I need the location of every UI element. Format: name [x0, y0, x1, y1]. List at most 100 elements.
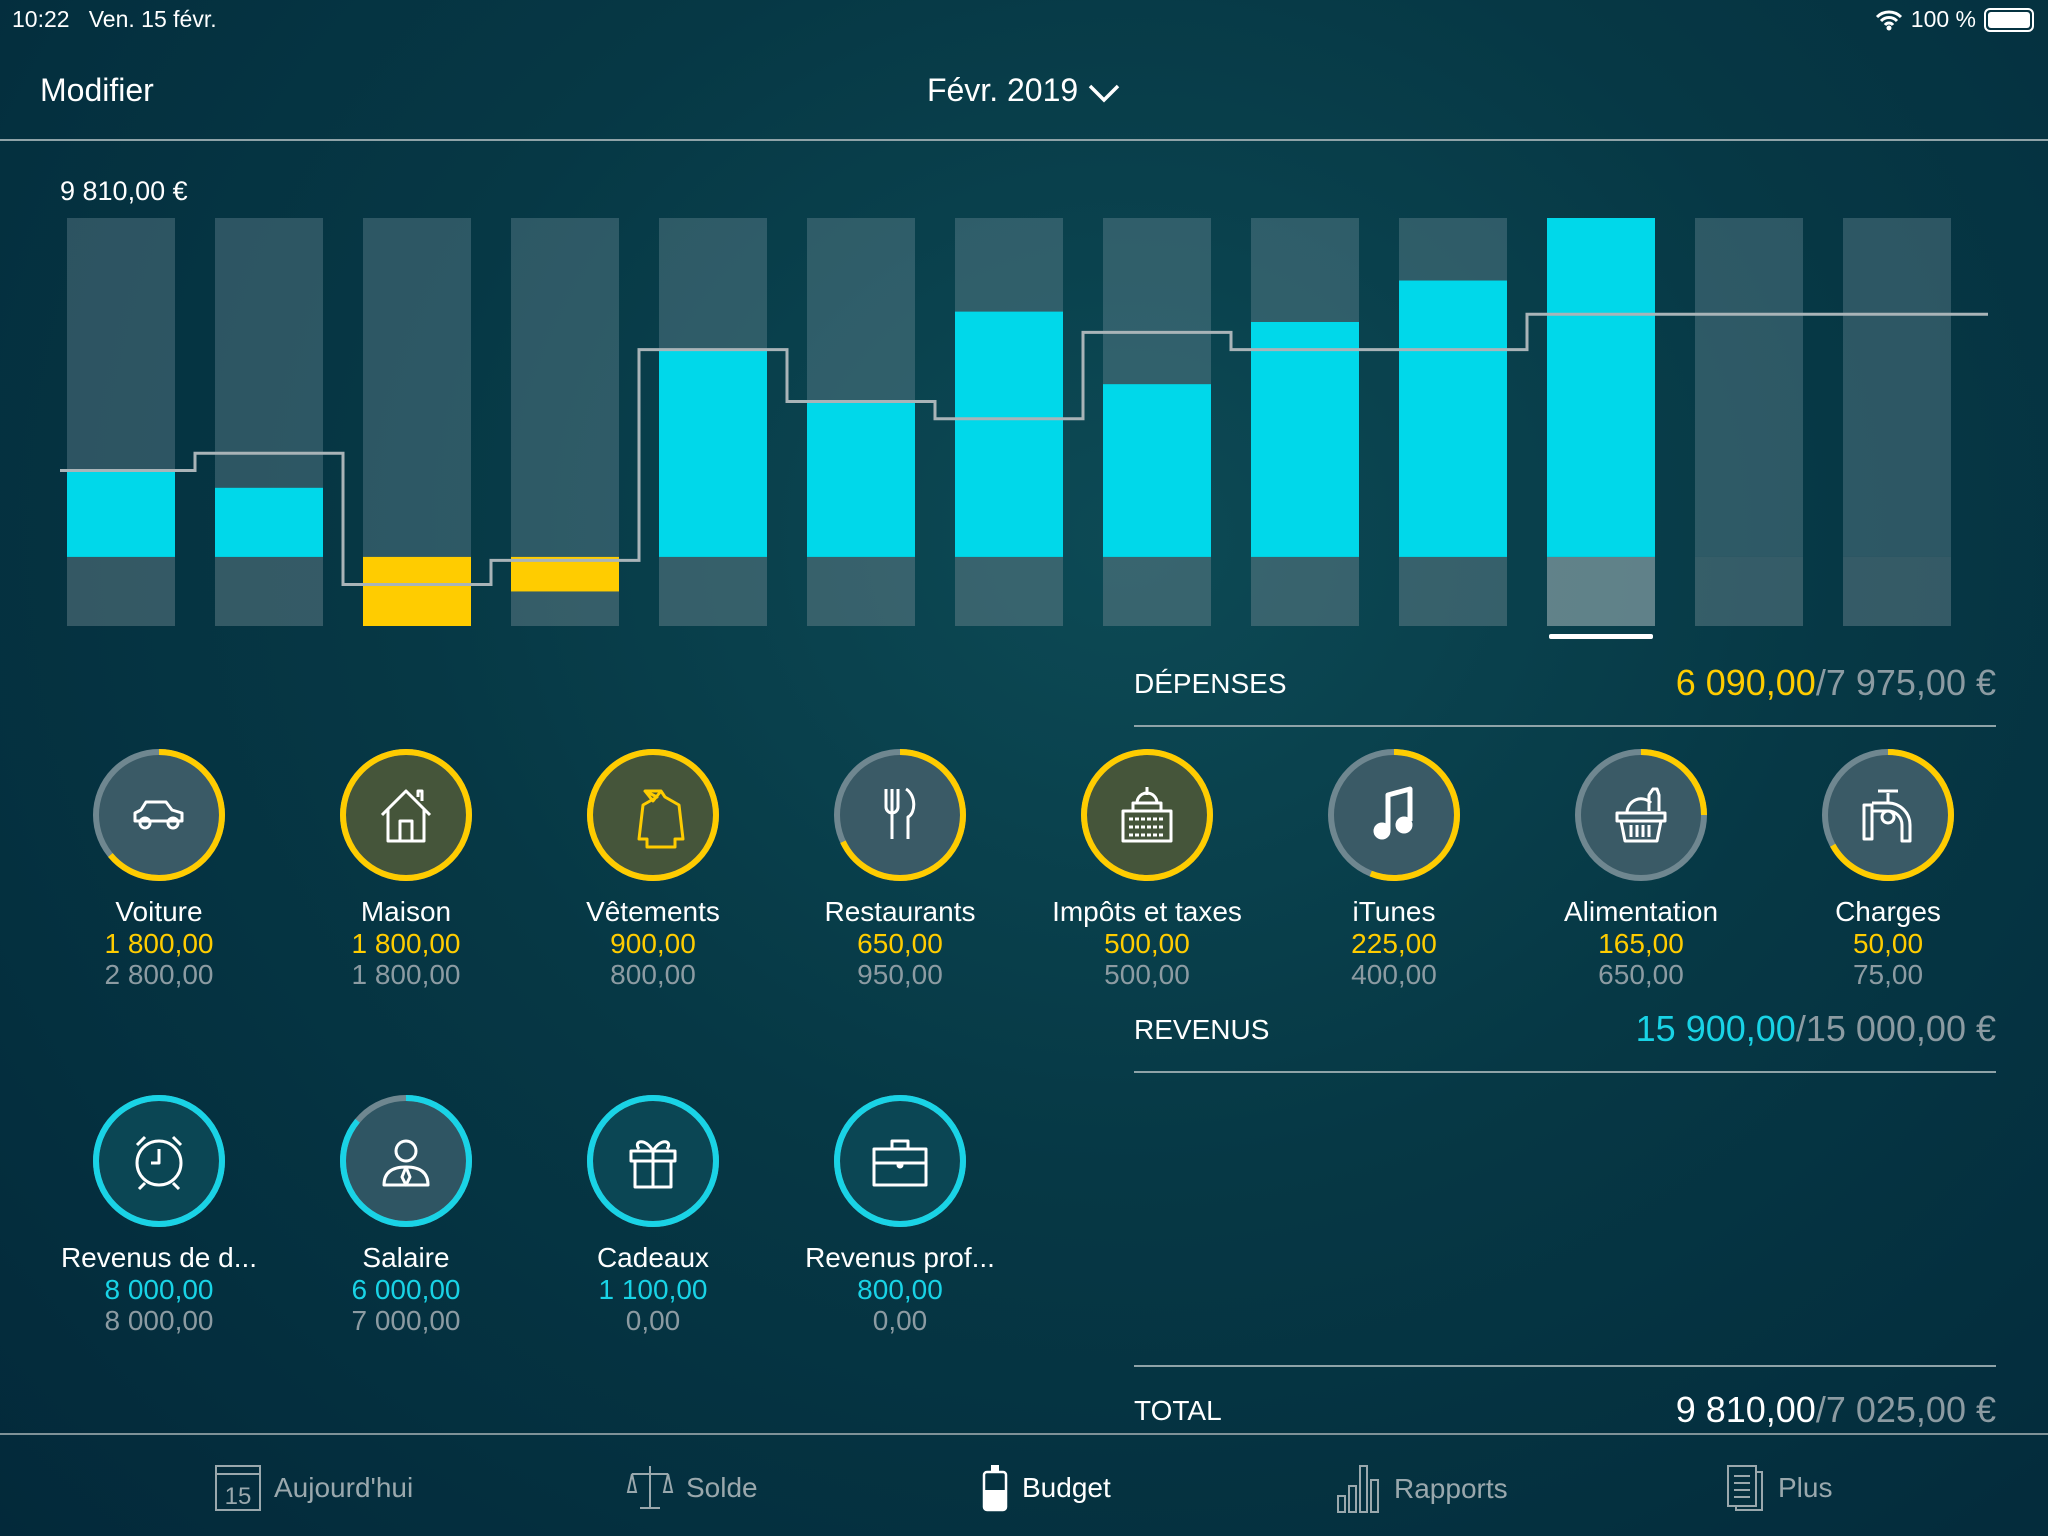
category-name: Revenus de d... — [60, 1242, 258, 1273]
category-name: Voiture — [115, 896, 203, 927]
category-actual: 1 800,00 — [351, 928, 461, 959]
bar-5[interactable] — [659, 349, 767, 557]
tab-reports[interactable]: Rapports — [1336, 1464, 1508, 1514]
income-category-3[interactable]: Revenus prof... 800,00 0,00 — [780, 1093, 1020, 1336]
bar-background-lower — [1843, 556, 1951, 626]
bar-1[interactable] — [67, 470, 175, 557]
bar-background-lower — [67, 556, 175, 626]
chart-top-label: 9 810,00 € — [60, 176, 188, 206]
category-budget: 7 000,00 — [351, 1305, 461, 1336]
total-value: 9 810,00/7 025,00 € — [1676, 1389, 1996, 1431]
category-actual: 900,00 — [610, 928, 696, 959]
scale-icon — [626, 1466, 674, 1509]
bar-background-lower — [1695, 556, 1803, 626]
battery-percent: 100 % — [1910, 6, 1976, 32]
progress-ring — [834, 749, 966, 881]
category-actual: 500,00 — [1104, 928, 1190, 959]
category-budget: 950,00 — [857, 959, 943, 990]
tab-label: Rapports — [1394, 1473, 1508, 1504]
selected-month-indicator — [1549, 634, 1653, 639]
tab-budget[interactable]: Budget — [980, 1464, 1111, 1512]
expense-category-3[interactable]: Restaurants 650,00 950,00 — [780, 747, 1020, 990]
bar-background-lower — [215, 556, 323, 626]
bar-background[interactable] — [1843, 218, 1951, 557]
month-label: Févr. 2019 — [926, 72, 1079, 108]
house-icon — [380, 789, 432, 843]
category-budget: 0,00 — [625, 1305, 681, 1336]
tab-more[interactable]: Plus — [1726, 1464, 1832, 1512]
bar-background[interactable] — [511, 218, 619, 557]
alarm-clock-icon — [135, 1135, 183, 1191]
bar-background[interactable] — [1695, 218, 1803, 557]
bar-6[interactable] — [807, 401, 915, 557]
status-date: Ven. 15 févr. — [88, 6, 217, 32]
category-name: Revenus prof... — [805, 1242, 995, 1273]
bar-10[interactable] — [1399, 280, 1507, 557]
income-actual: 15 900,00 — [1635, 1008, 1796, 1049]
total-label: TOTAL — [1134, 1395, 1222, 1426]
expense-category-4[interactable]: Impôts et taxes 500,00 500,00 — [1027, 747, 1267, 990]
edit-button[interactable]: Modifier — [40, 72, 154, 108]
expense-category-5[interactable]: iTunes 225,00 400,00 — [1274, 747, 1514, 990]
bar-11[interactable] — [1547, 218, 1655, 557]
category-budget: 0,00 — [872, 1305, 928, 1336]
category-budget: 650,00 — [1598, 959, 1684, 990]
category-actual: 50,00 — [1852, 928, 1924, 959]
expense-category-0[interactable]: Voiture 1 800,00 2 800,00 — [39, 747, 279, 990]
expenses-actual: 6 090,00 — [1675, 662, 1816, 703]
expense-category-1[interactable]: Maison 1 800,00 1 800,00 — [286, 747, 526, 990]
category-budget: 800,00 — [610, 959, 696, 990]
category-actual: 1 100,00 — [598, 1274, 708, 1305]
ring-progress — [1081, 749, 1213, 881]
total-divider — [1134, 1365, 1996, 1367]
bar-background[interactable] — [363, 218, 471, 557]
progress-ring — [1328, 749, 1460, 881]
bar-4[interactable] — [511, 556, 619, 592]
person-icon — [382, 1139, 430, 1187]
expenses-label: DÉPENSES — [1134, 668, 1287, 699]
category-name: Charges — [1835, 896, 1941, 927]
expense-category-2[interactable]: Vêtements 900,00 800,00 — [533, 747, 773, 990]
ring-progress — [1822, 749, 1954, 881]
income-divider — [1134, 1071, 1996, 1073]
expense-category-7[interactable]: Charges 50,00 75,00 — [1768, 747, 2008, 990]
faucet-icon — [1862, 789, 1912, 843]
budget-chart — [60, 218, 1988, 639]
income-category-1[interactable]: Salaire 6 000,00 7 000,00 — [286, 1093, 526, 1336]
progress-ring — [587, 1095, 719, 1227]
bar-background-lower — [1399, 556, 1507, 626]
ring-progress — [340, 749, 472, 881]
month-selector[interactable]: Févr. 2019 — [0, 72, 2048, 109]
budget-step-line — [60, 312, 1988, 587]
category-actual: 8 000,00 — [104, 1274, 214, 1305]
tab-balance[interactable]: Solde — [626, 1464, 758, 1512]
income-category-2[interactable]: Cadeaux 1 100,00 0,00 — [533, 1093, 773, 1336]
income-label: REVENUS — [1134, 1014, 1270, 1045]
tab-today[interactable]: 15 Aujourd'hui — [214, 1464, 413, 1512]
income-total: 15 900,00/15 000,00 € — [1636, 1008, 1996, 1050]
bottle-icon — [982, 1465, 1008, 1512]
category-actual: 6 000,00 — [351, 1274, 461, 1305]
gift-icon — [629, 1140, 677, 1189]
income-category-0[interactable]: Revenus de d... 8 000,00 8 000,00 — [39, 1093, 279, 1336]
bar-background-lower — [1251, 556, 1359, 626]
bar-3[interactable] — [363, 556, 471, 626]
bar-background-lower — [1547, 556, 1655, 626]
bar-2[interactable] — [215, 487, 323, 557]
tabbar-divider — [0, 1433, 2048, 1435]
bar-chart-icon — [1337, 1465, 1379, 1513]
calendar-day: 15 — [225, 1483, 252, 1510]
bar-8[interactable] — [1103, 384, 1211, 557]
category-name: Cadeaux — [596, 1242, 710, 1273]
fork-knife-icon — [884, 787, 916, 839]
ring-progress — [587, 749, 719, 881]
category-name: Impôts et taxes — [1052, 896, 1242, 927]
expense-category-6[interactable]: Alimentation 165,00 650,00 — [1521, 747, 1761, 990]
progress-ring — [93, 1095, 225, 1227]
music-note-icon — [1373, 786, 1413, 840]
bar-7[interactable] — [955, 311, 1063, 557]
category-name: Restaurants — [824, 896, 976, 927]
category-name: Maison — [360, 896, 452, 927]
expenses-divider — [1134, 725, 1996, 727]
bar-9[interactable] — [1251, 321, 1359, 557]
